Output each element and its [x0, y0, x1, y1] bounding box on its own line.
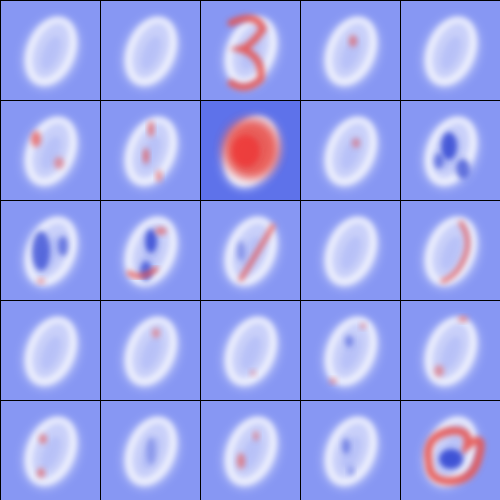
weight-patch — [37, 278, 45, 284]
weight-tile — [301, 201, 400, 300]
weight-tile — [1, 201, 100, 300]
weight-tile — [301, 301, 400, 400]
weight-patch — [58, 236, 68, 256]
weight-tile — [1, 301, 100, 400]
digit-stroke — [225, 216, 277, 286]
digit-stroke — [125, 316, 177, 386]
digit-stroke — [425, 216, 477, 286]
weight-patch — [155, 227, 167, 235]
weight-stroke — [440, 220, 470, 284]
weight-patch — [39, 434, 47, 444]
digit-stroke — [325, 316, 377, 386]
weight-patch — [349, 35, 357, 47]
weight-tile — [301, 101, 400, 200]
weight-tile — [101, 301, 200, 400]
weight-patch — [237, 241, 245, 261]
weight-patch — [250, 370, 256, 376]
weight-tile — [401, 301, 500, 400]
weight-patch — [156, 170, 162, 182]
red-ring — [424, 426, 485, 486]
digit-stroke — [125, 416, 177, 486]
weight-tile — [101, 201, 200, 300]
weight-tile — [401, 201, 500, 300]
weight-tile — [1, 1, 100, 100]
weight-tile — [101, 101, 200, 200]
weight-patch — [237, 453, 245, 469]
digit-hole — [440, 236, 462, 270]
weight-patch — [342, 438, 350, 454]
digit-stroke — [425, 116, 477, 186]
digit-stroke — [225, 416, 277, 486]
weight-patch — [31, 131, 41, 147]
digit-hole — [340, 336, 362, 370]
weight-tile — [101, 1, 200, 100]
weight-tile — [201, 1, 300, 100]
weight-patch — [143, 148, 149, 164]
digit-stroke — [325, 16, 377, 86]
weight-tile — [201, 301, 300, 400]
weight-patch — [441, 132, 457, 160]
weight-patch — [360, 323, 366, 329]
digit-hole — [340, 436, 362, 470]
digit-hole — [240, 236, 262, 270]
digit-hole — [40, 436, 62, 470]
weight-tile — [1, 101, 100, 200]
digit-hole — [40, 36, 62, 70]
weight-patch — [253, 431, 259, 441]
digit-stroke — [225, 16, 277, 86]
digit-stroke — [125, 16, 177, 86]
weight-tile — [401, 101, 500, 200]
weight-stroke — [227, 14, 267, 91]
digit-stroke — [25, 416, 77, 486]
digit-stroke — [325, 116, 377, 186]
digit-stroke — [325, 416, 377, 486]
digit-stroke — [125, 116, 177, 186]
weight-tile — [101, 401, 200, 500]
weight-tile — [401, 401, 500, 500]
weight-patch — [348, 466, 354, 476]
digit-hole — [240, 336, 262, 370]
weight-patch — [146, 437, 156, 465]
digit-hole — [340, 236, 362, 270]
weight-patch — [152, 328, 160, 338]
weight-patch — [54, 157, 64, 169]
digit-stroke — [425, 16, 477, 86]
weight-patch — [434, 153, 444, 169]
digit-hole — [140, 336, 162, 370]
digit-stroke — [25, 16, 77, 86]
digit-hole — [440, 36, 462, 70]
digit-hole — [40, 136, 62, 170]
weight-tile — [201, 401, 300, 500]
weight-patch — [329, 378, 337, 384]
weight-stroke — [238, 223, 276, 282]
weight-patch — [145, 229, 157, 253]
weight-patch — [352, 138, 360, 148]
blue-core — [439, 449, 463, 469]
weight-tile — [201, 201, 300, 300]
digit-stroke — [25, 316, 77, 386]
weight-patch — [345, 335, 353, 347]
weight-patch — [32, 231, 50, 271]
weight-patch — [148, 121, 154, 137]
weight-patch — [434, 365, 444, 377]
digit-hole — [40, 336, 62, 370]
weight-patch — [458, 316, 468, 322]
weight-tile — [301, 401, 400, 500]
red-core — [232, 135, 260, 167]
weight-tile — [301, 1, 400, 100]
weight-patch — [37, 468, 45, 478]
digit-stroke — [325, 216, 377, 286]
weight-tile — [401, 1, 500, 100]
digit-hole — [240, 436, 262, 470]
weight-stroke — [126, 266, 159, 279]
digit-hole — [440, 336, 462, 370]
weight-patch — [456, 159, 470, 179]
digit-stroke — [125, 216, 177, 286]
weight-tile — [201, 101, 300, 200]
weight-tile — [1, 401, 100, 500]
digit-stroke — [225, 316, 277, 386]
digit-hole — [140, 36, 162, 70]
